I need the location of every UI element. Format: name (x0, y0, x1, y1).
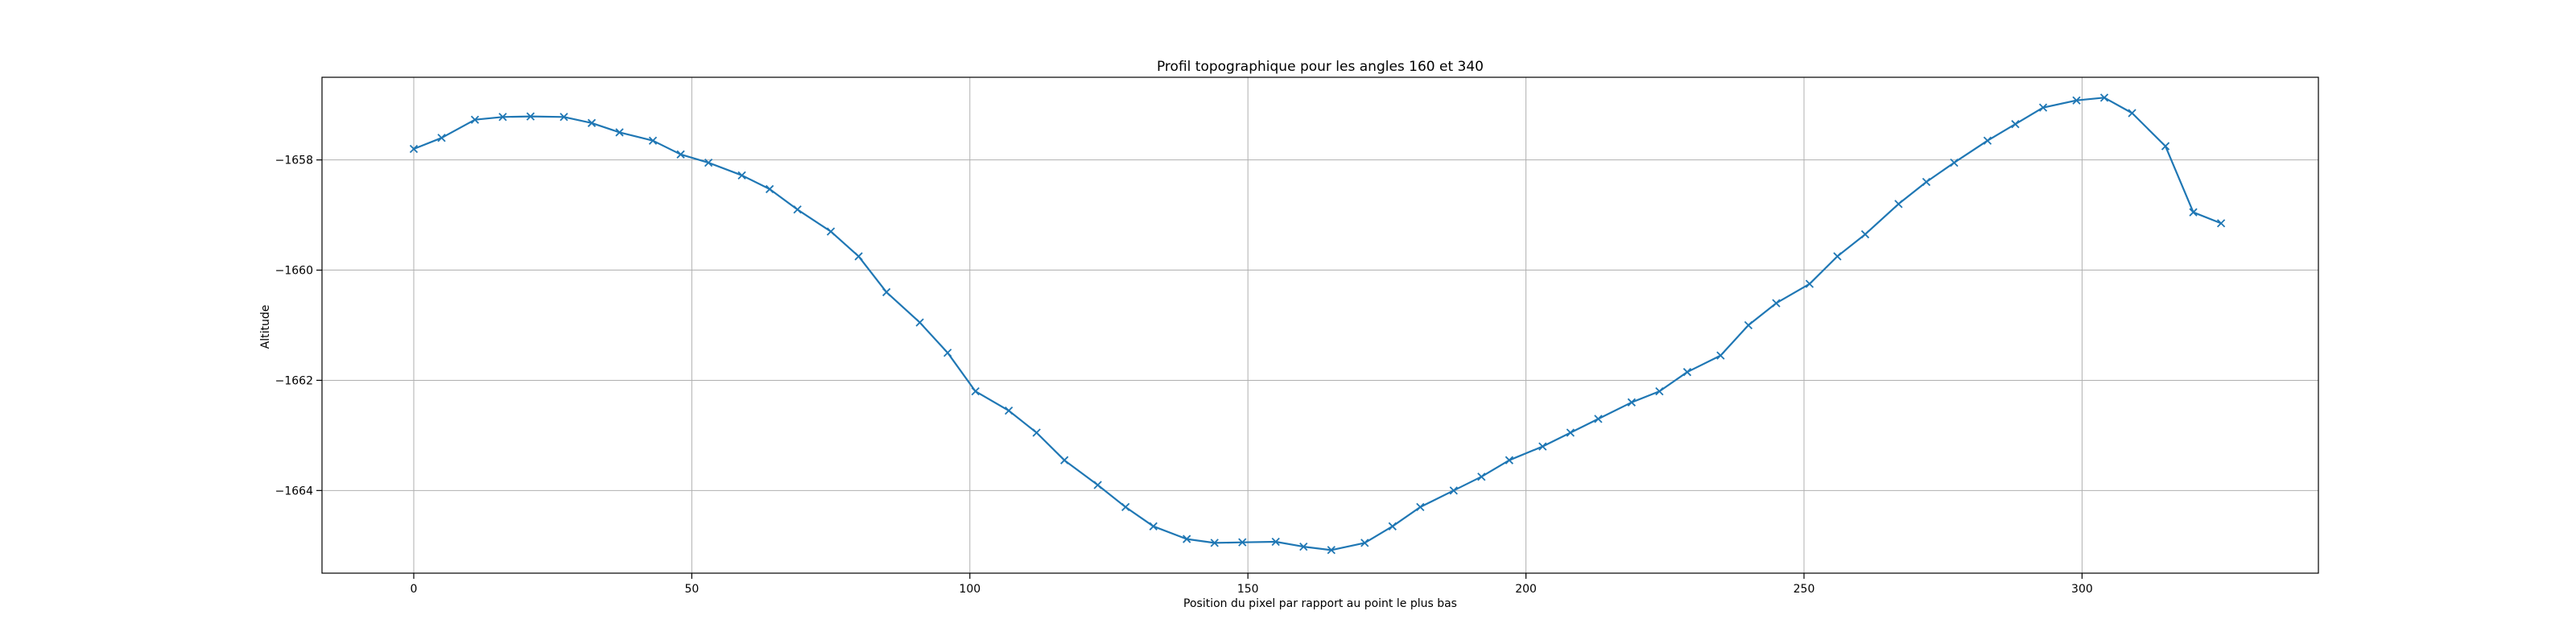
series-line (413, 97, 2222, 551)
data-point-marker (943, 349, 952, 357)
data-point-marker (1449, 486, 1458, 495)
data-point-marker (704, 158, 713, 167)
data-point-marker (882, 287, 891, 297)
data-point-marker (1566, 428, 1575, 437)
y-tick-label: −1662 (275, 374, 313, 387)
data-point-marker (648, 136, 658, 145)
data-point-marker (1327, 546, 1335, 555)
data-point-marker (826, 227, 836, 236)
x-axis-label: Position du pixel par rapport au point l… (1183, 597, 1457, 610)
x-tick-label: 150 (1237, 583, 1259, 596)
data-point-marker (1505, 456, 1514, 464)
data-point-marker (2011, 120, 2020, 129)
data-point-marker (737, 171, 746, 180)
y-tick-label: −1664 (275, 485, 313, 497)
data-point-marker (1655, 386, 1664, 396)
data-point-marker (1183, 535, 1191, 543)
data-point-marker (676, 150, 685, 159)
data-point-marker (793, 205, 802, 214)
data-point-marker (615, 128, 624, 137)
data-point-marker (854, 252, 863, 261)
data-point-marker (1682, 368, 1692, 377)
data-point-marker (1149, 522, 1158, 530)
data-point-marker (1388, 522, 1397, 530)
data-point-marker (1416, 502, 1425, 512)
data-point-marker (1833, 252, 1842, 261)
data-point-marker (1983, 136, 1992, 145)
data-point-marker (559, 113, 568, 122)
data-point-marker (437, 134, 446, 142)
x-axis-ticks: 0 50 100 150 200 250 300 (411, 573, 2093, 596)
data-point-marker (1716, 351, 1725, 360)
data-point-marker (915, 318, 924, 327)
plot-frame (321, 76, 2319, 574)
data-point-marker (1360, 539, 1369, 547)
data-point-marker (2189, 208, 2198, 217)
data-point-marker (1594, 415, 1603, 423)
data-point-marker (1894, 200, 1903, 208)
data-point-marker (1299, 543, 1308, 551)
data-point-marker (498, 113, 507, 122)
data-point-marker (2216, 219, 2226, 228)
data-point-marker (1060, 456, 1069, 464)
data-point-marker (1860, 229, 1870, 239)
data-point-marker (409, 144, 419, 154)
x-tick-label: 200 (1515, 583, 1537, 596)
data-point-marker (1005, 406, 1013, 415)
x-tick-label: 0 (411, 583, 418, 596)
data-point-marker (470, 115, 480, 124)
x-tick-label: 100 (959, 583, 980, 596)
data-point-marker (1772, 299, 1781, 308)
y-tick-label: −1658 (275, 155, 313, 167)
x-tick-label: 250 (1794, 583, 1815, 596)
data-point-marker (2099, 93, 2109, 102)
y-tick-label: −1660 (275, 265, 313, 278)
data-point-marker (1627, 398, 1636, 407)
data-point-marker (1922, 177, 1931, 187)
data-point-marker (526, 112, 535, 121)
data-point-marker (1477, 473, 1486, 481)
data-point-marker (1121, 502, 1130, 512)
data-point-marker (1271, 537, 1280, 547)
data-point-marker (2038, 103, 2048, 112)
data-point-marker (2128, 109, 2136, 118)
data-point-marker (1538, 442, 1547, 451)
data-point-marker (2161, 142, 2170, 151)
x-tick-label: 50 (684, 583, 699, 596)
data-point-marker (1238, 538, 1247, 547)
data-point-marker (971, 386, 980, 396)
y-axis-label: Altitude (259, 305, 272, 349)
data-point-marker (1210, 539, 1219, 547)
y-axis-ticks: −1658 −1660 −1662 −1664 (275, 155, 322, 497)
x-tick-label: 300 (2071, 583, 2093, 596)
data-point-marker (1950, 158, 1959, 167)
data-point-marker (2072, 96, 2081, 105)
data-point-marker (1093, 481, 1102, 489)
chart-title: Profil topographique pour les angles 160… (1157, 59, 1484, 75)
data-point-marker (1032, 428, 1041, 437)
data-point-marker (587, 118, 597, 127)
data-point-marker (1744, 320, 1753, 330)
grid-lines (322, 77, 2318, 573)
data-point-marker (765, 184, 774, 194)
data-point-marker (1805, 279, 1814, 288)
series-group (409, 93, 2226, 555)
